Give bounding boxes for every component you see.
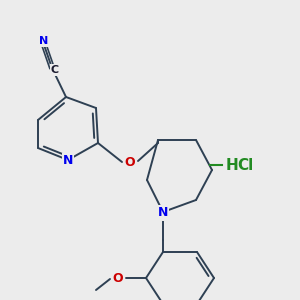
Text: O: O — [125, 155, 135, 169]
Text: N: N — [158, 206, 168, 220]
Text: O: O — [113, 272, 123, 284]
Text: N: N — [63, 154, 73, 167]
Text: Cl: Cl — [237, 158, 253, 172]
Text: C: C — [51, 65, 59, 75]
Text: H: H — [226, 158, 239, 172]
Text: N: N — [39, 36, 49, 46]
